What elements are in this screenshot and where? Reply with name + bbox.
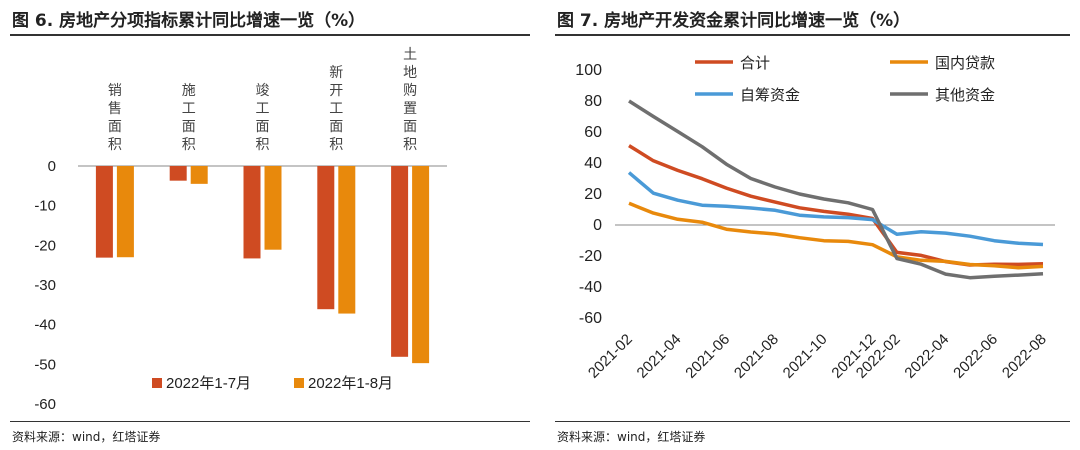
y-tick-label: 100: [575, 62, 602, 79]
category-label: 销售面积: [108, 83, 122, 153]
line-chart-svg: 100806040200-20-40-602021-022021-042021-…: [575, 54, 1055, 382]
y-tick-label: -40: [579, 279, 602, 296]
x-tick-label: 2021-02: [585, 331, 636, 382]
title-rule: [10, 34, 530, 36]
bar: [391, 166, 409, 357]
category-label: 土地购置面积: [403, 47, 417, 153]
line-chart-source: 资料来源：wind，红塔证券: [557, 430, 706, 444]
y-tick-label: -10: [34, 198, 56, 215]
bar: [338, 166, 356, 314]
legend-label: 2022年1-8月: [308, 375, 393, 392]
category-label: 竣工面积: [256, 83, 270, 153]
bottom-rule: [555, 421, 1070, 422]
x-tick-label: 2022-06: [950, 331, 1001, 382]
y-tick-label: -60: [579, 310, 602, 327]
y-tick-label: -60: [34, 396, 56, 413]
y-tick-label: 80: [584, 93, 602, 110]
legend-label: 其他资金: [935, 86, 995, 104]
bottom-rule: [10, 421, 530, 422]
bar: [116, 166, 134, 258]
bar-chart-svg: 0 -10 -20 -30 -40 -50 -60 销售面积 施工面积 竣工面积 新开工面积 土地购置…: [34, 47, 447, 413]
y-tick-label: 20: [584, 186, 602, 203]
series-line: [628, 201, 1044, 270]
y-tick-label: -30: [34, 277, 56, 294]
legend-label: 合计: [740, 54, 770, 72]
x-tick-label: 2022-08: [999, 331, 1050, 382]
legend-label: 2022年1-7月: [166, 375, 251, 392]
series-line: [627, 171, 1044, 247]
bar: [190, 166, 208, 184]
y-tick-label: 40: [584, 155, 602, 172]
bar-chart-title: 图 6. 房地产分项指标累计同比增速一览（%）: [12, 11, 366, 31]
series-line: [628, 99, 1044, 280]
legend-swatch: [294, 378, 304, 388]
category-label: 施工面积: [182, 83, 196, 153]
bar-chart-source: 资料来源：wind，红塔证券: [12, 430, 161, 444]
x-tick-label: 2021-04: [634, 331, 685, 382]
bar-chart-panel: 图 6. 房地产分项指标累计同比增速一览（%） 0 -10 -20 -30 -40 -50…: [10, 11, 530, 444]
bar: [243, 166, 261, 259]
y-tick-label: -20: [34, 237, 56, 254]
legend-label: 自筹资金: [740, 86, 800, 104]
y-tick-label: -20: [579, 248, 602, 265]
line-chart-title: 图 7. 房地产开发资金累计同比增速一览（%）: [557, 11, 911, 31]
legend-swatch: [152, 378, 162, 388]
line-chart-panel: 图 7. 房地产开发资金累计同比增速一览（%） 100 80 60 40 20 0 -20 -…: [545, 0, 1080, 450]
y-tick-label: -50: [34, 356, 56, 373]
y-tick-label: 0: [48, 158, 56, 175]
bar: [264, 166, 282, 250]
x-tick-label: 2021-06: [682, 331, 733, 382]
category-label: 新开工面积: [329, 65, 343, 153]
x-tick-label: 2021-10: [780, 331, 831, 382]
bar: [412, 166, 430, 364]
bar: [317, 166, 335, 310]
series-line: [628, 144, 1044, 267]
bar: [95, 166, 113, 258]
bar: [169, 166, 187, 181]
x-tick-label: 2022-04: [901, 331, 952, 382]
x-tick-label: 2021-08: [731, 331, 782, 382]
y-tick-label: 0: [593, 217, 602, 234]
title-rule: [555, 34, 1070, 36]
y-tick-label: 60: [584, 124, 602, 141]
legend-label: 国内贷款: [935, 54, 995, 72]
y-tick-label: -40: [34, 317, 56, 334]
